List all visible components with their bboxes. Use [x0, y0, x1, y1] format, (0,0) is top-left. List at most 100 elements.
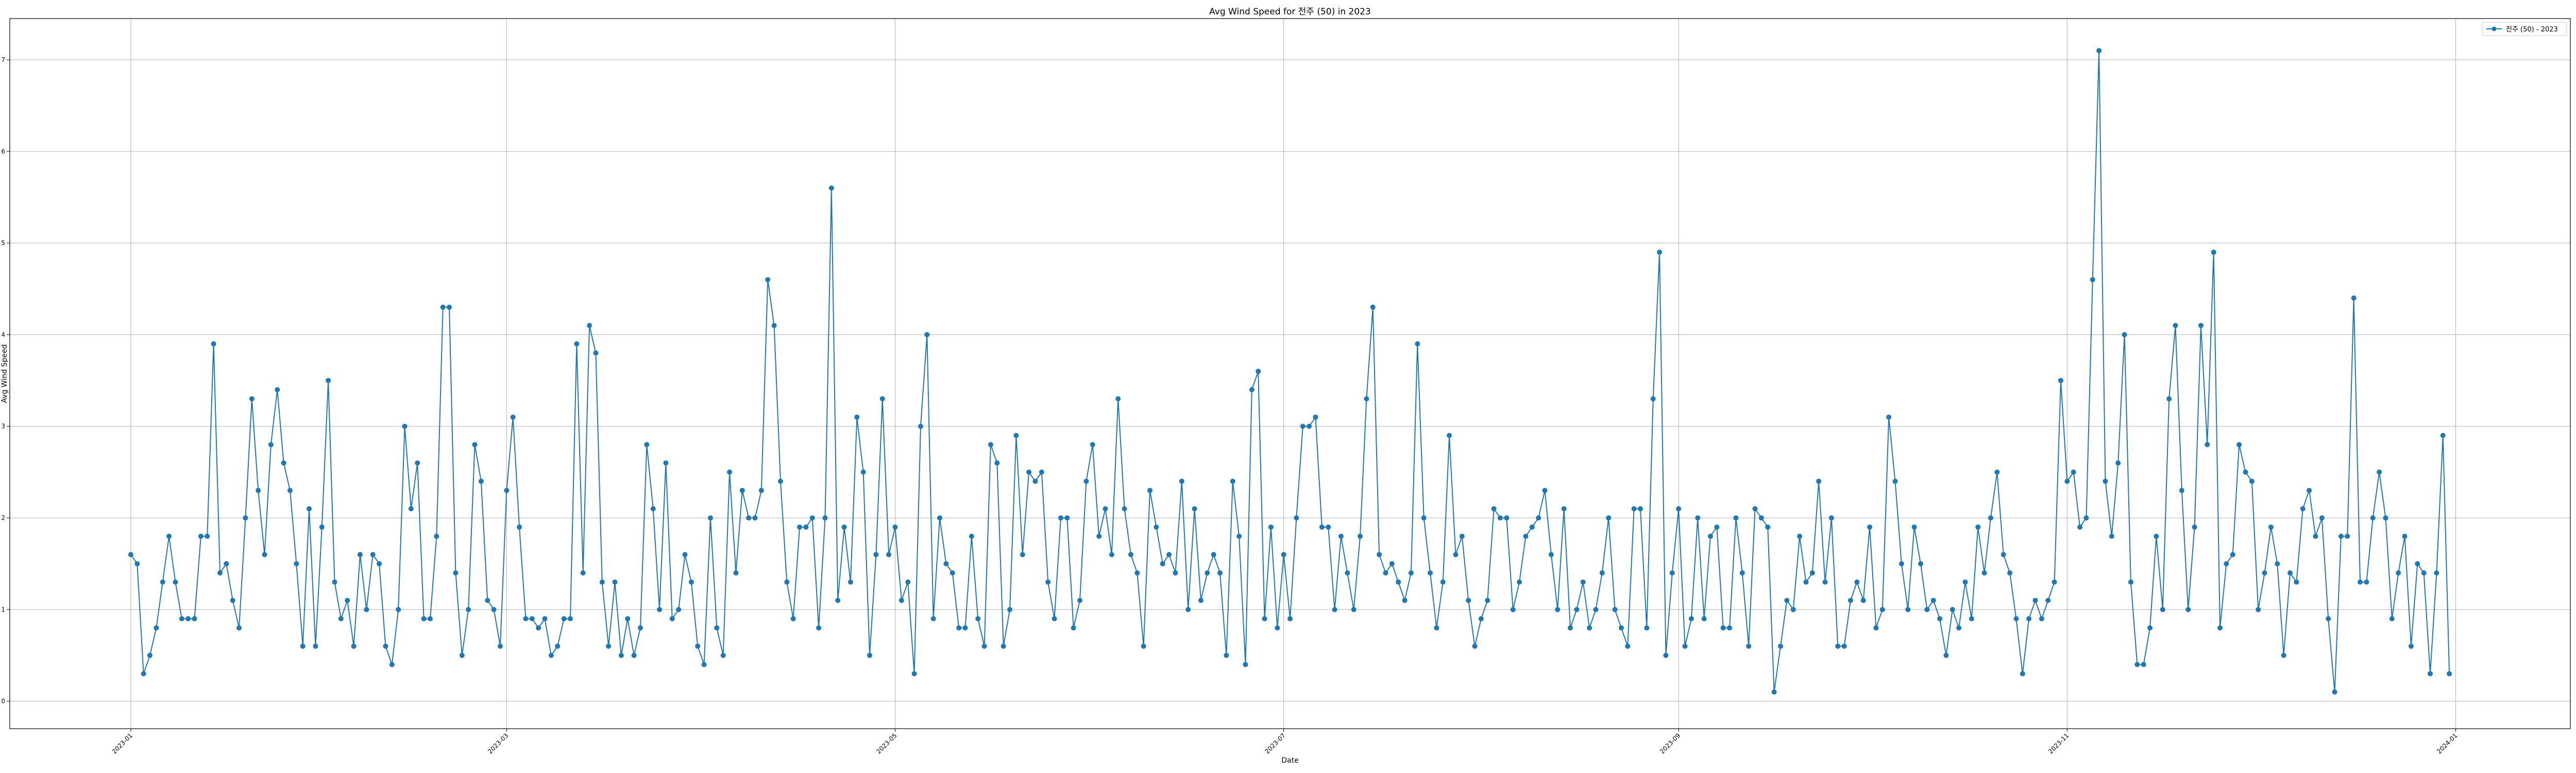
data-point — [1389, 561, 1395, 566]
data-point — [1122, 506, 1127, 512]
data-point — [1848, 598, 1853, 603]
y-tick-label: 3 — [1, 423, 5, 430]
data-point — [134, 561, 140, 566]
data-point — [370, 552, 376, 558]
data-point — [1198, 598, 1204, 603]
data-point — [2338, 533, 2344, 539]
data-point — [650, 506, 656, 512]
data-point — [2326, 616, 2331, 621]
data-point — [2020, 671, 2025, 677]
data-point — [351, 643, 357, 649]
data-point — [1185, 607, 1191, 612]
data-point — [1179, 478, 1184, 484]
data-point — [2039, 616, 2044, 621]
data-point — [1707, 533, 1713, 539]
data-point — [2217, 625, 2223, 631]
data-point — [1587, 625, 1592, 631]
x-tick-label: 2024-01 — [2435, 732, 2459, 755]
data-point — [1797, 533, 1803, 539]
data-point — [1115, 396, 1121, 401]
data-point — [1650, 396, 1656, 401]
data-point — [574, 341, 580, 347]
data-point — [2198, 323, 2204, 328]
grid-lines — [10, 19, 2570, 729]
data-point — [1358, 533, 1363, 539]
data-point — [1593, 607, 1599, 612]
data-point — [1924, 607, 1930, 612]
data-point — [2294, 579, 2299, 585]
data-point — [1370, 305, 1376, 310]
data-point — [1567, 625, 1573, 631]
data-point — [1007, 607, 1013, 612]
data-point — [1962, 579, 1968, 585]
data-point — [1128, 552, 1133, 558]
data-point — [567, 616, 573, 621]
data-point — [1637, 506, 1643, 512]
data-point — [873, 552, 879, 558]
data-point — [765, 277, 771, 282]
data-point — [1930, 598, 1936, 603]
data-point — [2185, 607, 2191, 612]
data-point — [542, 616, 548, 621]
data-point — [1447, 433, 1452, 439]
data-point — [1205, 570, 1210, 576]
data-point — [205, 533, 210, 539]
y-tick-label: 6 — [1, 148, 5, 155]
data-point — [975, 616, 981, 621]
data-point — [1911, 524, 1917, 530]
data-point — [389, 662, 395, 667]
data-point — [1262, 616, 1267, 621]
data-point — [1485, 598, 1490, 603]
data-point — [268, 442, 274, 447]
data-point — [1733, 515, 1739, 521]
data-point — [396, 607, 401, 612]
data-point — [1396, 579, 1401, 585]
y-tick-label: 5 — [1, 240, 5, 247]
data-point — [2032, 598, 2038, 603]
data-point — [338, 616, 344, 621]
data-point — [1599, 570, 1605, 576]
series-markers — [128, 48, 2452, 695]
x-axis: 2023-01 2023-03 2023-05 2023-07 2023-09 2023-… — [111, 729, 2459, 755]
data-point — [453, 570, 459, 576]
data-point — [1720, 625, 1726, 631]
data-point — [472, 442, 478, 447]
data-point — [2377, 469, 2382, 475]
data-point — [1332, 607, 1337, 612]
data-point — [1472, 643, 1478, 649]
data-point — [1606, 515, 1612, 521]
data-point — [1217, 570, 1223, 576]
data-point — [1083, 478, 1089, 484]
data-point — [2205, 442, 2210, 447]
data-point — [1752, 506, 1758, 512]
x-tick-label: 2023-03 — [486, 732, 510, 755]
data-point — [1032, 478, 1038, 484]
data-point — [2230, 552, 2235, 558]
data-point — [224, 561, 229, 566]
data-point — [1294, 515, 1299, 521]
data-point — [1001, 643, 1006, 649]
data-point — [2415, 561, 2420, 566]
data-point — [1058, 515, 1063, 521]
data-point — [1784, 598, 1790, 603]
data-point — [1383, 570, 1388, 576]
data-point — [1504, 515, 1510, 521]
data-point — [899, 598, 904, 603]
data-point — [548, 652, 554, 658]
data-point — [1345, 570, 1350, 576]
data-point — [816, 625, 822, 631]
data-point — [911, 671, 917, 677]
data-point — [2224, 561, 2229, 566]
data-point — [2332, 689, 2337, 695]
data-point — [319, 524, 325, 530]
data-point — [1160, 561, 1165, 566]
data-point — [2249, 478, 2255, 484]
data-point — [669, 616, 675, 621]
data-point — [1313, 414, 1318, 420]
data-point — [2389, 616, 2395, 621]
data-point — [1943, 652, 1949, 658]
data-point — [1421, 515, 1427, 521]
data-point — [166, 533, 172, 539]
data-point — [777, 478, 783, 484]
data-point — [1192, 506, 1197, 512]
